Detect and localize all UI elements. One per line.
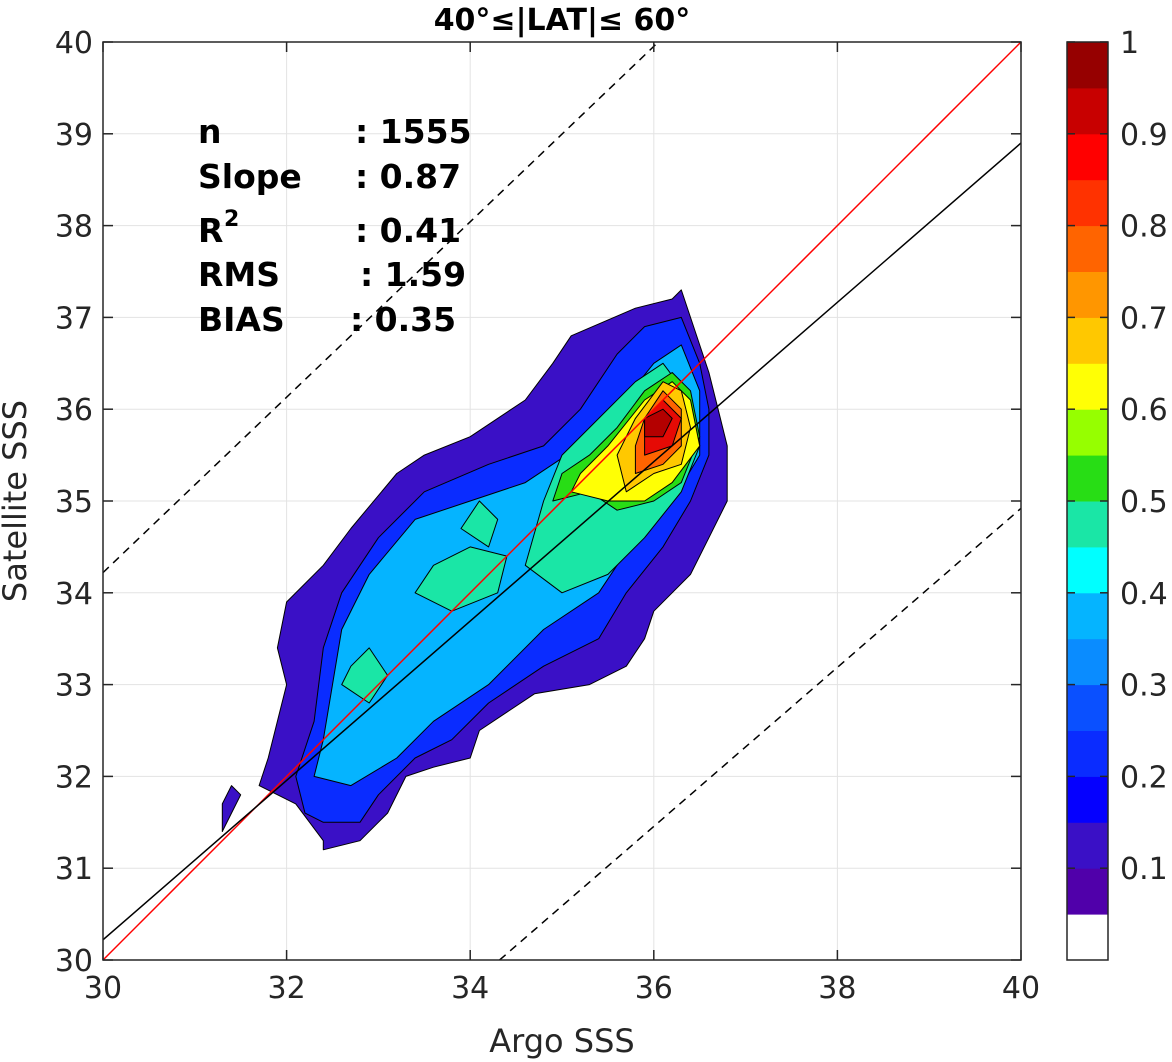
stat-bias-value: : 0.35	[350, 300, 456, 339]
colorbar-band	[1067, 317, 1108, 364]
colorbar-band	[1067, 638, 1108, 686]
regression-line	[103, 142, 1021, 941]
x-tick-label: 36	[635, 971, 673, 1006]
colorbar-band	[1067, 730, 1108, 777]
contour-level-0-1	[221, 785, 242, 832]
y-tick-label: 34	[55, 577, 93, 612]
stat-r2-sup: 2	[224, 207, 239, 232]
y-tick-label: 33	[55, 669, 93, 704]
colorbar-band	[1067, 822, 1108, 869]
colorbar-band	[1067, 42, 1108, 89]
x-axis-title: Argo SSS	[489, 1022, 634, 1060]
y-tick-label: 31	[55, 852, 93, 887]
colorbar-tick-label: 0.1	[1120, 852, 1168, 887]
colorbar-band	[1067, 225, 1108, 272]
contour-level-0-4	[460, 500, 499, 548]
stat-r2-label: R	[198, 211, 223, 250]
stat-slope-label: Slope	[198, 157, 302, 196]
colorbar-band	[1067, 363, 1108, 410]
y-tick-label: 39	[55, 118, 93, 153]
colorbar-band	[1067, 179, 1108, 227]
colorbar-tick-label: 0.8	[1120, 210, 1168, 245]
stat-bias-label: BIAS	[198, 300, 285, 339]
colorbar-tick-label: 0.4	[1120, 577, 1168, 612]
stat-rms-value: : 1.59	[360, 255, 466, 294]
x-tick-label: 30	[84, 971, 122, 1006]
colorbar-tick-label: 0.7	[1120, 301, 1168, 336]
colorbar-band	[1067, 409, 1108, 456]
x-tick-label: 32	[268, 971, 306, 1006]
colorbar-tick-label: 0.2	[1120, 760, 1168, 795]
chart-title: 40°≤|LAT|≤ 60°	[434, 3, 691, 38]
y-tick-label: 30	[55, 944, 93, 979]
contour-level-1	[644, 408, 673, 438]
colorbar-tick-label: 0.6	[1120, 393, 1168, 428]
colorbar-tick-label: 0.9	[1120, 118, 1168, 153]
y-tick-label: 36	[55, 393, 93, 428]
y-tick-label: 32	[55, 760, 93, 795]
y-tick-label: 40	[55, 26, 93, 61]
colorbar-band	[1067, 87, 1108, 135]
stat-rms-label: RMS	[198, 255, 280, 294]
stat-n-value: : 1555	[355, 112, 472, 151]
y-axis-title: Satellite SSS	[0, 400, 34, 602]
colorbar-band	[1067, 501, 1108, 548]
colorbar-band	[1067, 684, 1108, 731]
stat-r2-value: : 0.41	[355, 211, 461, 250]
y-tick-label: 35	[55, 485, 93, 520]
colorbar-band	[1067, 868, 1108, 915]
colorbar-band	[1067, 133, 1108, 181]
y-tick-label: 37	[55, 301, 93, 336]
x-tick-label: 38	[818, 971, 856, 1006]
axis-ticks: 30 32 34 36 38 40 30 31 32 33 34 35 36 37 38 39 40	[55, 26, 1040, 1006]
colorbar-band	[1067, 914, 1108, 961]
stat-slope-value: : 0.87	[355, 157, 461, 196]
contour-level-0-4	[341, 647, 389, 704]
lower-bound-line	[499, 507, 1021, 960]
colorbar-tick-label: 1	[1120, 26, 1139, 61]
y-tick-label: 38	[55, 210, 93, 245]
colorbar-tick-label: 0.5	[1120, 485, 1168, 520]
colorbar: 0.1 0.2 0.3 0.4 0.5 0.6 0.7 0.8 0.9 1	[1066, 26, 1168, 961]
colorbar-band	[1067, 776, 1108, 823]
colorbar-tick-label: 0.3	[1120, 669, 1168, 704]
x-tick-label: 40	[1002, 971, 1040, 1006]
upper-bound-line	[103, 42, 659, 574]
colorbar-band	[1067, 592, 1108, 640]
x-tick-label: 34	[451, 971, 489, 1006]
stat-n-label: n	[198, 112, 222, 151]
colorbar-band	[1067, 546, 1108, 594]
colorbar-band	[1067, 455, 1108, 502]
reference-lines	[103, 42, 1021, 960]
stats-box: n : 1555 Slope : 0.87 R 2 : 0.41 RMS : 1…	[198, 112, 472, 339]
colorbar-band	[1067, 271, 1108, 318]
